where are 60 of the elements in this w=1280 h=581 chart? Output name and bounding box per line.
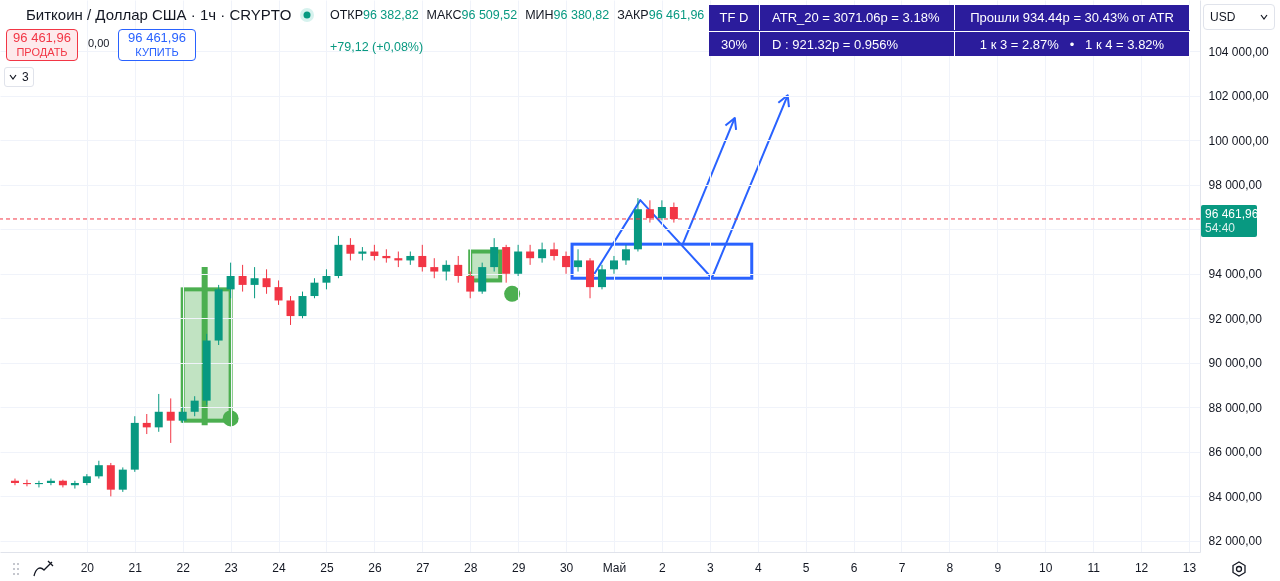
x-tick-label: 9 [994,560,1002,575]
x-tick-label: 29 [511,560,526,575]
annotation: КУПИТЬ [134,45,180,59]
x-tick-label: 10 [1039,560,1053,575]
x-tick-label: 5 [802,560,810,575]
annotation: 96 461,96 [12,30,72,45]
y-tick-label: 94 000,00 [1208,267,1263,282]
annotation: Прошли 934.44р = 30.43% от ATR [955,5,1190,30]
annotation: 96 382,82 [362,8,419,22]
x-tick-label: 25 [320,560,334,575]
x-tick-label: 4 [754,560,762,575]
annotation: 0,00 [88,37,110,49]
x-tick-label: 28 [464,560,478,575]
annotation: TF D [709,5,760,30]
annotation: 96 461,96 [648,8,705,22]
x-tick-label: 3 [706,560,714,575]
annotation: 3 [22,70,29,84]
annotation: ОТКР [330,8,363,22]
ref-line-label: 96 461,96 [1205,206,1259,221]
x-tick-label: 13 [1182,560,1197,575]
x-tick-label: 8 [946,560,954,575]
annotation: 30% [709,31,760,57]
x-tick-label: 2 [659,560,667,575]
y-tick-label: 104 000,00 [1208,44,1269,59]
y-tick-label: 90 000,00 [1208,356,1263,371]
annotation: ATR_20 = 3071.06р = 3.18% [760,5,955,30]
x-tick-label: 27 [416,560,430,575]
annotation: МАКС [426,8,462,22]
y-tick-label: 100 000,00 [1208,133,1269,148]
x-tick-label: 20 [80,560,95,575]
x-tick-label: 26 [368,560,382,575]
text: USD [1210,10,1236,24]
annotation: МИН [525,8,554,22]
annotation: 96 380,82 [553,8,610,22]
annotation: ЗАКР [617,8,649,22]
x-tick-label: 23 [224,560,239,575]
annotation: D : 921.32р = 0.956% [760,31,955,57]
annotation: +79,12 (+0,08%) [330,40,424,54]
x-tick-label: 24 [272,560,287,575]
x-tick-label: 6 [850,560,858,575]
annotation: 96 509,52 [461,8,518,22]
y-tick-label: 86 000,00 [1208,445,1263,460]
annotation: ПРОДАТЬ [15,45,69,59]
x-tick-label: 12 [1134,560,1149,575]
annotation: 96 461,96 [127,30,187,45]
y-tick-label: 88 000,00 [1208,400,1263,415]
y-tick-label: 98 000,00 [1208,178,1263,193]
y-tick-label: 82 000,00 [1208,534,1263,549]
chart-title: Биткоин / Доллар США · 1ч · CRYPTO [26,6,292,23]
x-tick-label: 11 [1087,560,1101,575]
y-tick-label: 102 000,00 [1208,89,1269,104]
y-tick-label: 84 000,00 [1208,489,1263,504]
x-tick-label: 30 [559,560,574,575]
annotation: 1 к 3 = 2.87% • 1 к 4 = 3.82% [955,31,1190,57]
x-tick-label: 21 [128,560,143,575]
y-tick-label: 92 000,00 [1208,311,1263,326]
x-tick-label: Май [602,560,627,575]
text: 54:40 [1205,220,1237,235]
x-tick-label: 22 [176,560,191,575]
x-tick-label: 7 [898,560,906,575]
